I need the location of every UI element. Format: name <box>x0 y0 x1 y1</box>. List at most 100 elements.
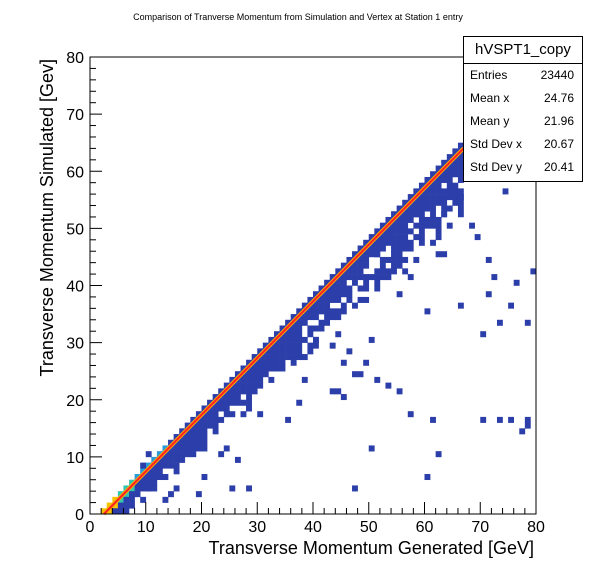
heatmap-cell <box>340 274 347 281</box>
heatmap-cell <box>190 428 197 435</box>
heatmap-cell <box>234 399 241 406</box>
heatmap-cell <box>396 216 403 223</box>
heatmap-cell <box>212 428 219 435</box>
heatmap-cell <box>279 365 286 372</box>
heatmap-cell <box>424 199 431 206</box>
axis-ticks: 0 10 20 30 40 50 60 70 80 0 10 20 30 40 50 60 70 80 <box>66 50 545 536</box>
heatmap-cell <box>441 205 448 212</box>
heatmap-cell <box>407 205 414 212</box>
heatmap-cell <box>223 394 230 401</box>
heatmap-cell <box>218 416 225 423</box>
heatmap-cell <box>457 176 464 183</box>
heatmap-cell <box>430 216 436 223</box>
heatmap-cell <box>413 222 420 229</box>
heatmap-cell <box>218 399 225 406</box>
heatmap-cell <box>251 376 258 383</box>
heatmap-cell <box>246 388 252 395</box>
heatmap-cell <box>496 416 503 423</box>
heatmap-cell <box>129 502 135 509</box>
heatmap-cell <box>234 371 241 378</box>
heatmap-cell <box>324 279 331 286</box>
heatmap-cell <box>385 382 392 389</box>
heatmap-cell <box>285 342 292 349</box>
heatmap-cell <box>441 194 448 201</box>
heatmap-cell <box>346 256 353 263</box>
heatmap-cell <box>363 296 370 303</box>
heatmap-cell <box>418 182 425 189</box>
heatmap-cell <box>268 359 275 366</box>
heatmap-cell <box>129 496 135 503</box>
heatmap-cell <box>340 359 347 366</box>
heatmap-cells <box>101 142 537 515</box>
heatmap-cell <box>318 296 325 303</box>
heatmap-cell <box>268 348 275 355</box>
heatmap-cell <box>340 302 347 309</box>
heatmap-cell <box>162 462 169 469</box>
heatmap-cell <box>273 365 280 372</box>
heatmap-cell <box>335 291 342 298</box>
heatmap-cell <box>446 194 453 201</box>
heatmap-cell <box>391 256 397 263</box>
heatmap-cell <box>251 388 258 395</box>
heatmap-cell <box>430 194 436 201</box>
heatmap-cell <box>268 376 275 383</box>
heatmap-cell <box>435 451 442 458</box>
heatmap-cell <box>313 291 319 298</box>
stats-value: 24.76 <box>543 91 574 105</box>
heatmap-cell <box>391 222 397 229</box>
heatmap-cell <box>457 211 464 218</box>
heatmap-cell <box>140 479 147 486</box>
heatmap-cell <box>524 416 531 423</box>
heatmap-cell <box>112 508 119 515</box>
heatmap-cell <box>430 171 436 178</box>
heatmap-cell <box>290 354 297 361</box>
heatmap-cell <box>435 228 442 235</box>
heatmap-cell <box>246 394 252 401</box>
heatmap-cell <box>201 422 208 429</box>
heatmap-cell <box>418 222 425 229</box>
heatmap-cell <box>391 268 397 275</box>
heatmap-cell <box>374 274 381 281</box>
heatmap-cell <box>480 416 487 423</box>
heatmap-cell <box>145 485 152 492</box>
heatmap-cell <box>223 382 230 389</box>
heatmap-cell <box>368 445 375 452</box>
heatmap-cell <box>391 251 397 258</box>
heatmap-cell <box>117 502 124 509</box>
heatmap-cell <box>329 388 336 395</box>
heatmap-cell <box>418 216 425 223</box>
heatmap-cell <box>329 285 336 292</box>
y-tick-label: 30 <box>66 336 84 353</box>
heatmap-cell <box>318 308 325 315</box>
heatmap-cell <box>324 291 331 298</box>
heatmap-cell <box>335 268 342 275</box>
heatmap-cell <box>391 234 397 241</box>
stats-value: 20.67 <box>543 137 574 151</box>
heatmap-cell <box>435 222 442 229</box>
heatmap-cell <box>301 302 308 309</box>
heatmap-cell <box>184 439 191 446</box>
heatmap-cell <box>190 434 197 441</box>
stats-value: 23440 <box>540 68 574 82</box>
heatmap-cell <box>307 342 314 349</box>
heatmap-cell <box>279 348 286 355</box>
heatmap-cell <box>363 274 370 281</box>
heatmap-cell <box>285 348 292 355</box>
heatmap-cell <box>229 411 236 418</box>
heatmap-cell <box>273 342 280 349</box>
heatmap-cell <box>301 336 308 343</box>
heatmap-cell <box>435 188 442 195</box>
heatmap-cell <box>168 462 174 469</box>
heatmap-cell <box>424 474 431 481</box>
heatmap-cell <box>195 428 202 435</box>
heatmap-cell <box>156 468 163 475</box>
stats-value: 21.96 <box>543 114 574 128</box>
heatmap-cell <box>396 262 403 269</box>
heatmap-cell <box>123 502 130 509</box>
heatmap-cell <box>368 274 375 281</box>
heatmap-cell <box>374 251 381 258</box>
heatmap-cell <box>273 354 280 361</box>
heatmap-cell <box>151 479 158 486</box>
heatmap-cell <box>402 234 409 241</box>
